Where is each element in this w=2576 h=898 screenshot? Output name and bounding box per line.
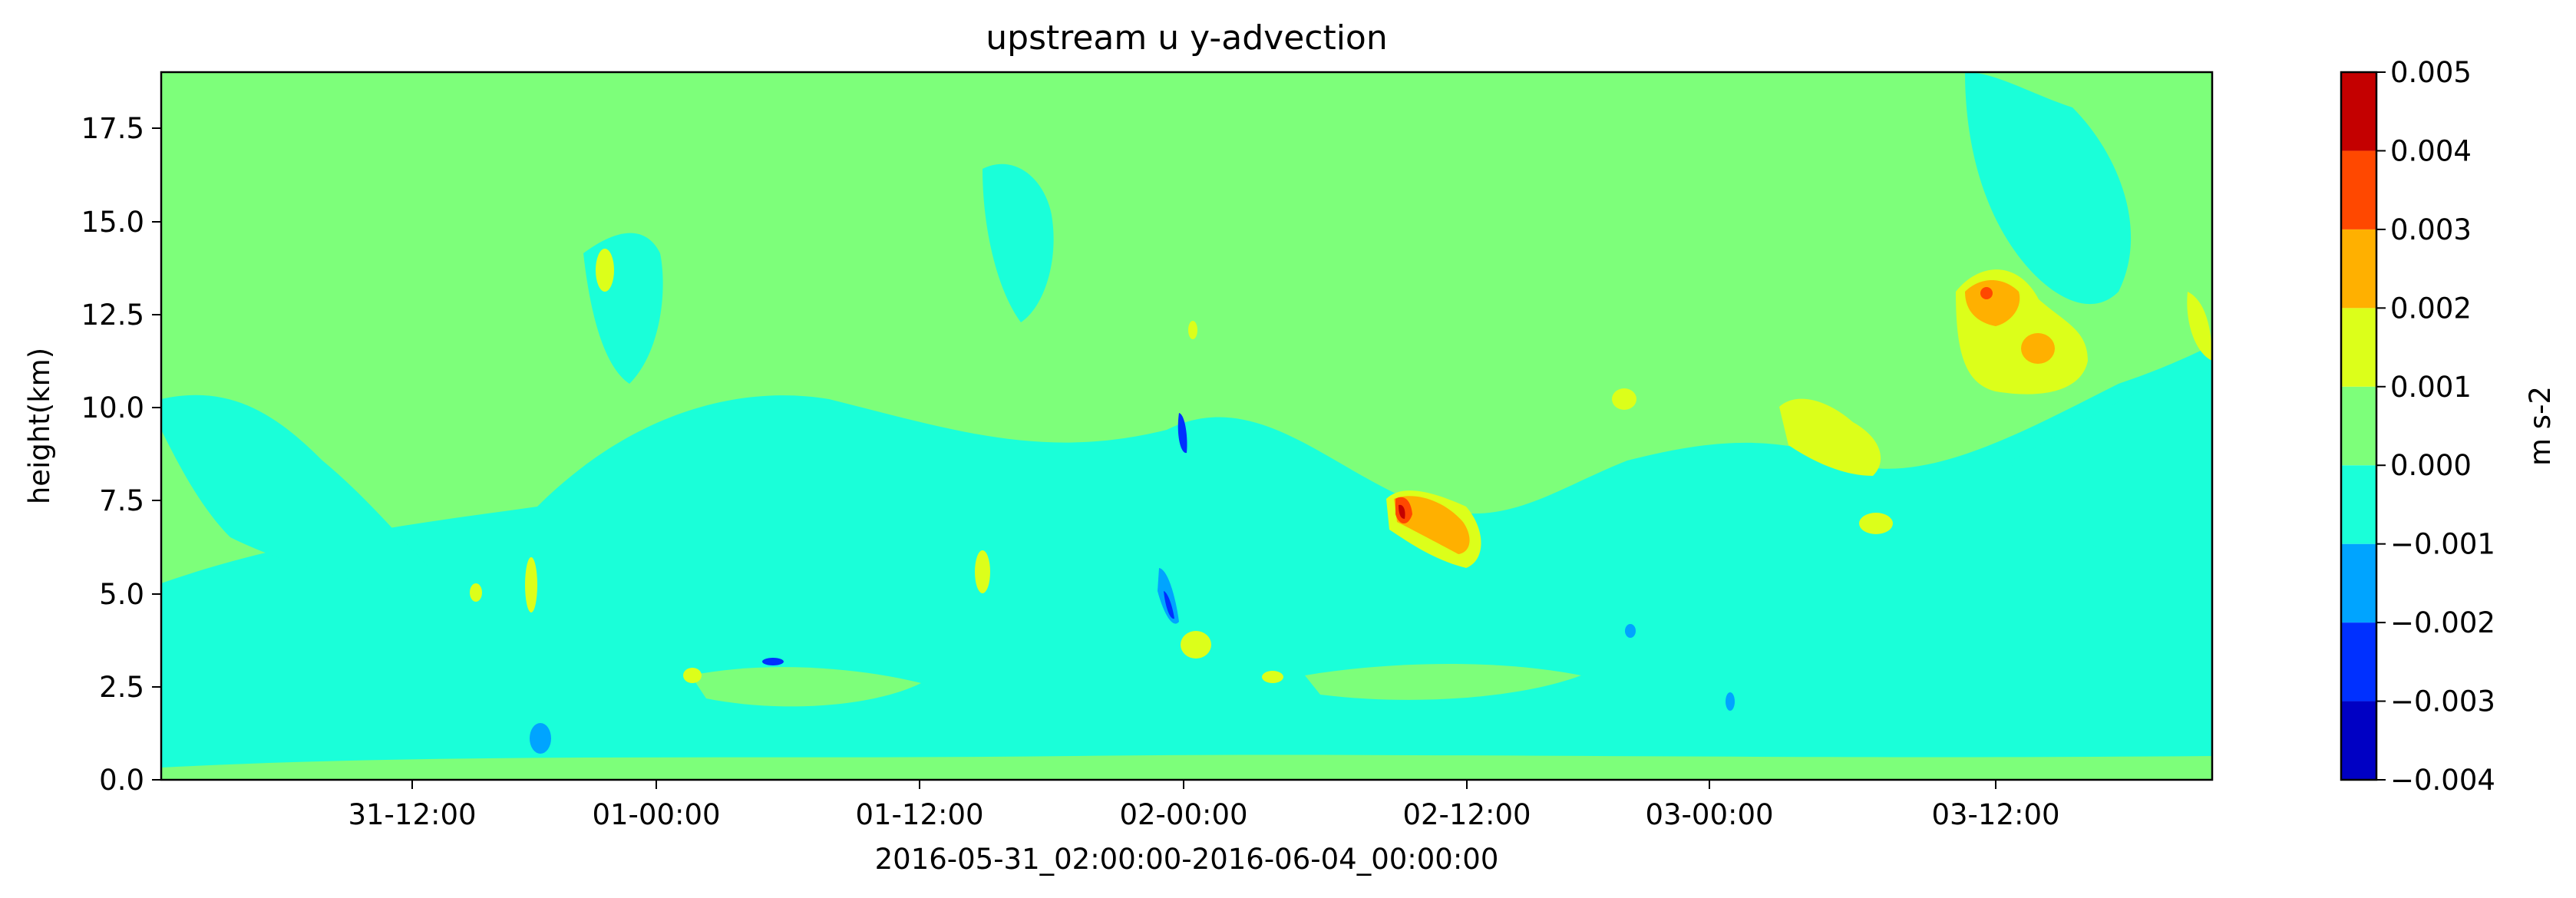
colorbar-tick-label: 0.001 xyxy=(2390,371,2472,404)
x-tick-label: 01-00:00 xyxy=(592,798,720,831)
negative-minima xyxy=(530,413,1735,754)
positive-patch-upper-right-core xyxy=(1965,280,2020,326)
y-tick-label: 10.0 xyxy=(81,391,144,424)
y-tick-label: 17.5 xyxy=(81,112,144,145)
y-axis-label: height(km) xyxy=(23,348,56,504)
negative-spot-f xyxy=(1625,624,1636,638)
positive-spot-a xyxy=(596,249,614,292)
x-tick: 31-12:00 xyxy=(348,780,477,831)
y-tick: 15.0 xyxy=(81,206,161,239)
colorbar-band xyxy=(2341,465,2376,544)
positive-spot-b xyxy=(975,550,990,593)
y-tick-label: 7.5 xyxy=(99,484,144,517)
positive-spot-i xyxy=(470,583,482,602)
x-tick-label: 02-12:00 xyxy=(1402,798,1531,831)
y-tick: 7.5 xyxy=(99,484,161,517)
y-axis: 0.0 2.5 5.0 7.5 10.0 12.5 15.0 17.5 xyxy=(81,112,161,797)
y-tick: 17.5 xyxy=(81,112,161,145)
x-tick-label: 03-00:00 xyxy=(1645,798,1773,831)
x-tick-label: 03-12:00 xyxy=(1931,798,2059,831)
positive-patch-far-right xyxy=(2187,292,2212,361)
positive-patch-mid-right xyxy=(1779,398,1881,476)
contour-band-negative-mid xyxy=(161,395,430,599)
y-tick-label: 12.5 xyxy=(81,299,144,332)
x-tick: 02-12:00 xyxy=(1402,780,1531,831)
positive-spot-e xyxy=(1612,388,1636,410)
colorbar-label: m s-2 xyxy=(2524,386,2557,466)
positive-spot-h xyxy=(683,668,702,683)
colorbar-tick-label: −0.002 xyxy=(2390,606,2495,639)
x-tick: 01-00:00 xyxy=(592,780,721,831)
negative-spot-d xyxy=(1726,692,1735,711)
plot-area xyxy=(161,72,2212,780)
colorbar-tick-label: 0.004 xyxy=(2390,134,2472,167)
y-tick-label: 0.0 xyxy=(99,764,144,797)
positive-spot-g xyxy=(1188,321,1197,339)
x-tick: 02-00:00 xyxy=(1119,780,1248,831)
x-tick-label: 31-12:00 xyxy=(348,798,476,831)
positive-spot-d xyxy=(1181,631,1211,659)
y-tick: 10.0 xyxy=(81,391,161,424)
negative-minimum-b xyxy=(1177,413,1187,454)
colorbar: −0.004 −0.003 −0.002 −0.001 0.000 0.001 0.002 0… xyxy=(2340,56,2557,797)
y-tick: 2.5 xyxy=(99,671,161,704)
positive-spot-f xyxy=(1859,513,1893,534)
colorbar-frame xyxy=(2340,71,2378,781)
y-tick-label: 15.0 xyxy=(81,206,144,239)
colorbar-band xyxy=(2341,701,2376,780)
colorbar-tick-label: −0.003 xyxy=(2390,685,2495,718)
y-tick-label: 5.0 xyxy=(99,578,144,611)
contour-band-negative-low xyxy=(161,345,2212,780)
y-tick-label: 2.5 xyxy=(99,671,144,704)
x-tick: 03-00:00 xyxy=(1645,780,1774,831)
x-tick-label: 01-12:00 xyxy=(855,798,983,831)
chart-title: upstream u y-advection xyxy=(986,18,1388,58)
y-tick: 12.5 xyxy=(81,299,161,332)
colorbar-band xyxy=(2341,622,2376,702)
contour-band-near-surface xyxy=(161,754,2212,780)
colorbar-tick-label: 0.003 xyxy=(2390,213,2472,246)
positive-max-upper-right xyxy=(1980,287,1993,299)
colorbar-ticks: −0.004 −0.003 −0.002 −0.001 0.000 0.001 0.002 0… xyxy=(2376,56,2495,797)
positive-max-center-core xyxy=(1399,504,1405,519)
colorbar-band xyxy=(2341,543,2376,623)
x-tick-label: 02-00:00 xyxy=(1119,798,1247,831)
positive-spot-c xyxy=(525,557,537,612)
x-axis-label: 2016-05-31_02:00:00-2016-06-04_00:00:00 xyxy=(875,843,1499,876)
positive-patch-center-core xyxy=(1394,496,1470,554)
colorbar-band xyxy=(2341,386,2376,466)
colorbar-tick-label: −0.001 xyxy=(2390,528,2495,561)
negative-spot-c xyxy=(530,723,551,754)
contour-patch-mid-green xyxy=(691,667,921,707)
negative-minimum-a-core xyxy=(1164,591,1174,619)
contour-band-right-lower xyxy=(2011,368,2212,583)
colorbar-tick-label: 0.005 xyxy=(2390,56,2472,89)
colorbar-band xyxy=(2341,229,2376,309)
x-axis: 31-12:00 01-00:00 01-12:00 02-00:00 02-1… xyxy=(348,780,2060,831)
colorbar-band xyxy=(2341,308,2376,387)
colorbar-tick-label: 0.000 xyxy=(2390,449,2472,482)
x-tick: 01-12:00 xyxy=(855,780,984,831)
x-tick: 03-12:00 xyxy=(1931,780,2060,831)
colorbar-band xyxy=(2341,150,2376,229)
negative-minimum-a xyxy=(1158,568,1179,624)
positive-contours xyxy=(470,249,2212,683)
colorbar-tick-label: 0.002 xyxy=(2390,292,2472,325)
y-tick: 0.0 xyxy=(99,764,161,797)
contour-patch-mid-green-2 xyxy=(1305,664,1581,700)
contour-band-upper-mid xyxy=(983,163,1054,322)
colorbar-tick-label: −0.004 xyxy=(2390,764,2495,797)
positive-spot-j xyxy=(1262,671,1283,683)
negative-contours xyxy=(161,72,2212,780)
negative-spot-e xyxy=(762,658,784,665)
contour-band-upper-right xyxy=(1965,72,2132,305)
plot-frame xyxy=(160,71,2214,781)
y-tick: 5.0 xyxy=(99,578,161,611)
colorbar-band xyxy=(2341,72,2376,151)
colorbar-bands xyxy=(2341,72,2376,780)
positive-patch-upper-right-core-2 xyxy=(2021,333,2055,364)
